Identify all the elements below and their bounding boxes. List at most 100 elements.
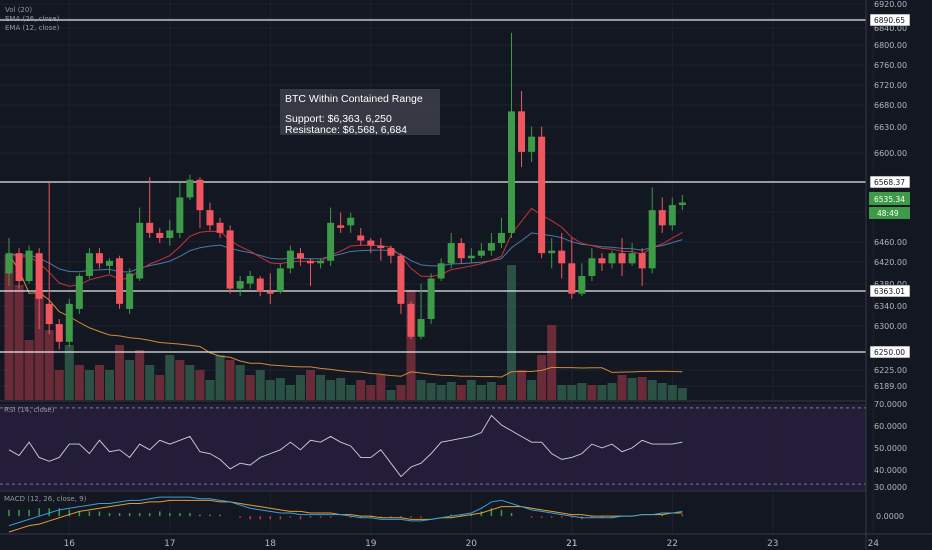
level-tag [869,345,911,359]
volume-bar [14,285,24,400]
macd-legend: MACD (12, 26, close, 9) [4,495,87,503]
rsi-panel [0,407,866,485]
candle-body [598,258,606,264]
volume-bar [155,375,165,400]
volume-bar [587,385,597,400]
volume-bar [175,360,185,400]
candle-body [417,319,425,337]
candle-body [196,179,204,211]
rsi-tick-label: 50.0000 [874,444,907,453]
candle-body [528,136,536,152]
volume-bar [84,370,94,400]
time-tick-label: 17 [164,539,175,549]
level-tag-label: 6890.65 [874,16,905,25]
candle-body [337,225,345,228]
time-tick-label: 24 [868,539,880,549]
time-tick-label: 21 [566,539,577,549]
candle-body [327,222,335,261]
volume-bar [597,385,607,400]
candle-body [116,258,124,304]
volume-bar [225,360,235,400]
candle-body [397,255,405,304]
annotation-box[interactable]: BTC Within Contained Range Support: $6,3… [280,89,440,136]
volume-bar [637,377,647,400]
rsi-tick-label: 30.0000 [874,483,907,492]
level-tag-label: 6363.01 [874,287,905,296]
candle-body [5,253,13,274]
volume-bar [677,388,687,400]
time-axis[interactable]: 16171819202121222324252627 [64,539,932,549]
candle-body [146,222,154,233]
candle-body [668,205,676,226]
candle-body [538,136,546,254]
volume-bar [165,355,175,400]
price-tick-label: 6340.00 [874,302,907,311]
volume-bar [34,290,44,400]
candle-body [286,250,294,269]
candle-body [126,273,134,309]
candle-body [407,303,415,337]
volume-bar [426,383,436,400]
volume-bar [527,380,537,400]
countdown-label: 48:49 [877,209,899,218]
candles [5,32,686,350]
time-tick-label: 20 [466,539,478,549]
volume-bar [476,385,486,400]
candle-body [437,263,445,279]
candle-body [628,253,636,264]
candle-body [236,281,244,289]
rsi-tick-label: 70.0000 [874,400,907,409]
countdown-tag [869,207,910,219]
candle-body [427,278,435,320]
candle-body [497,232,505,244]
volume-bars [4,255,687,400]
price-tick-label: 6760.00 [874,61,907,70]
candle-body [387,248,395,256]
candle-body [678,202,686,206]
candle-body [266,291,274,294]
candle-body [618,253,626,264]
volume-bar [557,385,567,400]
volume-bar [255,370,265,400]
time-tick-label: 16 [64,539,76,549]
volume-bar [567,385,577,400]
level-tag [869,175,911,189]
price-tick-label: 6840.00 [874,24,907,33]
volume-bar [115,345,125,400]
candle-body [447,243,455,264]
volume-bar [316,375,326,400]
volume-bar [346,385,356,400]
price-tick-label: 6225.00 [874,366,907,375]
volume-bar [245,375,255,400]
volume-bar [517,370,527,400]
candle-body [508,111,515,233]
volume-ma-line [8,254,683,378]
ema26-legend: EMA (26, close) [5,15,60,23]
price-axis[interactable]: 6920.006880.006840.006800.006760.006720.… [869,0,911,521]
rsi-legend: RSI (14, close) [4,406,55,414]
volume-bar [406,290,416,400]
candle-body [206,210,214,226]
volume-bar [356,380,366,400]
volume-bar [366,385,376,400]
level-tag-label: 6568.37 [874,178,905,187]
candle-body [55,324,63,342]
price-tick-label: 6680.00 [874,101,907,110]
candle-body [45,303,53,325]
volume-bar [617,375,627,400]
volume-bar [306,370,315,400]
candle-body [307,260,314,264]
volume-legend: Vol (20) [5,6,32,14]
volume-bar [607,383,617,400]
price-tick-label: 6420.00 [874,258,907,267]
candle-body [467,255,475,259]
candle-body [648,210,656,269]
volume-bar [205,380,215,400]
time-tick-label: 21 [566,539,577,549]
annotation-title: BTC Within Contained Range [285,93,423,105]
volume-bar [627,378,637,400]
level-tag [869,13,911,27]
price-tick-label: 6630.00 [874,123,907,132]
candle-body [568,263,576,294]
